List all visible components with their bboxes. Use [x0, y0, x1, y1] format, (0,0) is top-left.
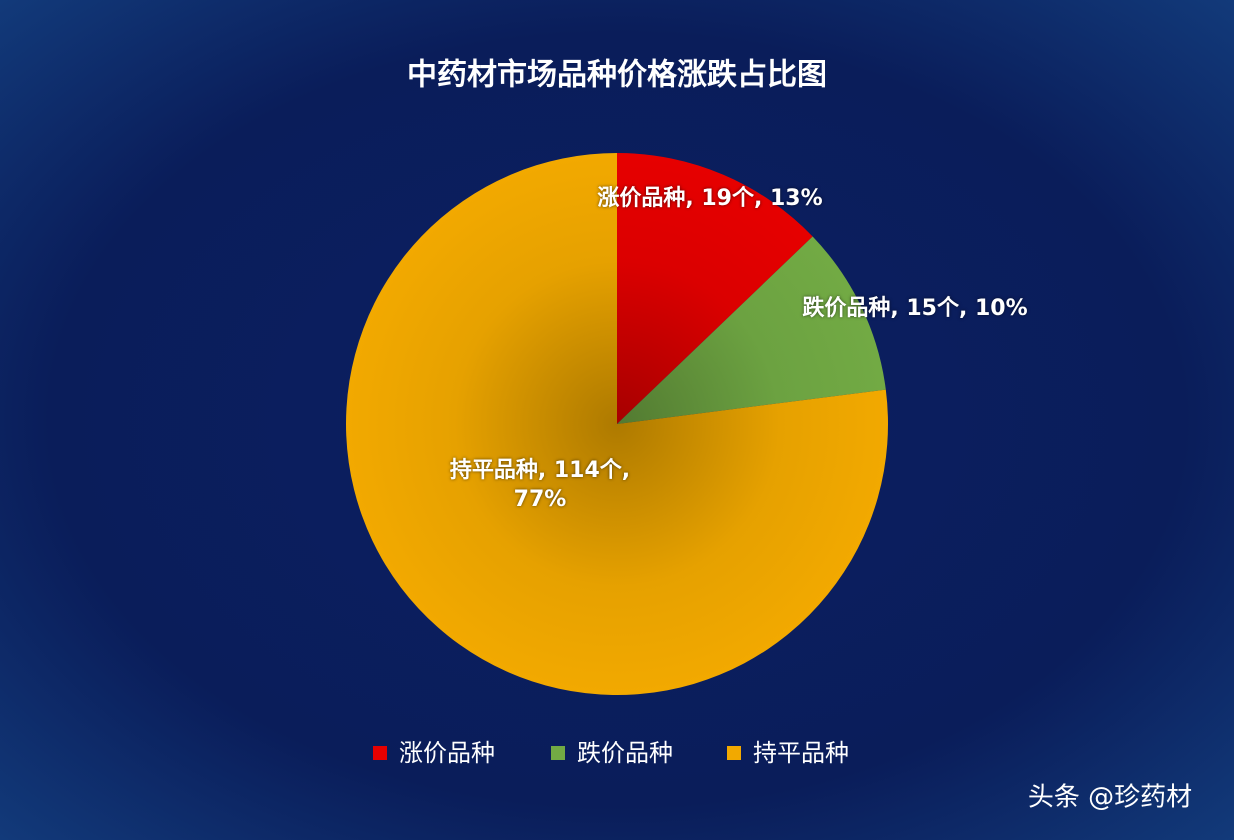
- legend-label: 跌价品种: [577, 739, 673, 767]
- pie-slice: [617, 236, 886, 424]
- chart-title: 中药材市场品种价格涨跌占比图: [407, 58, 827, 93]
- legend-label: 涨价品种: [399, 739, 495, 767]
- legend-swatch: [551, 746, 565, 760]
- pie-slice: [617, 153, 813, 424]
- pie-slice: [345, 153, 888, 696]
- data-label: 涨价品种, 19个, 13%: [597, 186, 823, 211]
- watermark: 头条 @珍药材: [1028, 783, 1192, 813]
- data-label: 跌价品种, 15个, 10%: [802, 296, 1028, 321]
- legend-label: 持平品种: [753, 739, 849, 767]
- legend-swatch: [373, 746, 387, 760]
- data-label: 持平品种, 114个, 77%: [449, 458, 631, 512]
- legend-swatch: [727, 746, 741, 760]
